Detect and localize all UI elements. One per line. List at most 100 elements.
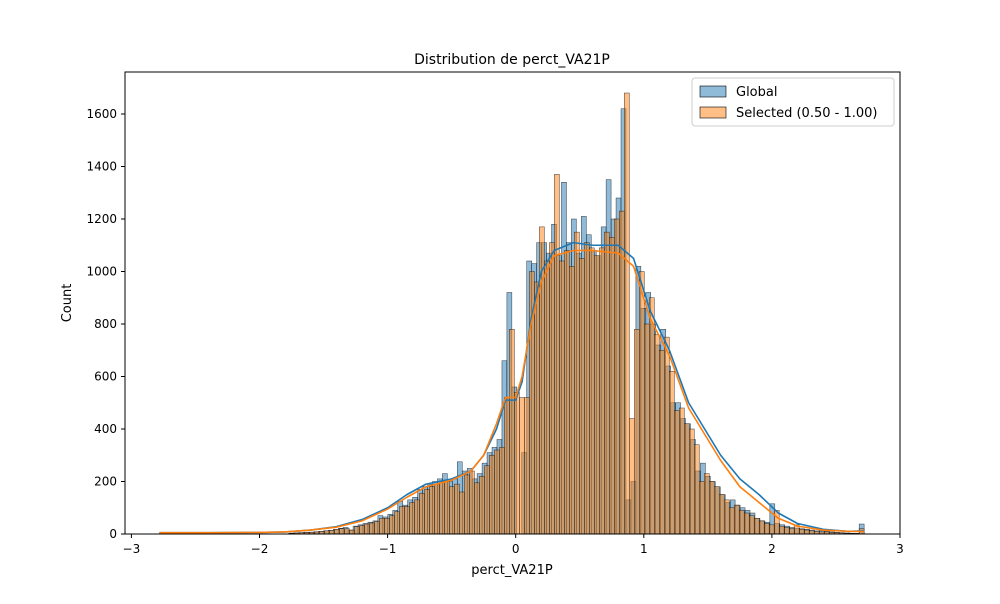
bar-selected [499, 447, 505, 535]
bar-selected [394, 511, 400, 535]
bar-selected [574, 231, 580, 535]
bar-selected [753, 518, 760, 535]
bar-selected [554, 174, 560, 535]
y-tick-label: 0 [109, 527, 117, 541]
legend-swatch-global [699, 85, 727, 98]
bar-selected [374, 521, 380, 535]
bar-selected [519, 397, 525, 535]
bar-selected [539, 226, 545, 535]
y-tick-label: 1400 [86, 160, 117, 174]
bar-selected [369, 522, 375, 535]
bar-selected [654, 334, 660, 535]
bar-selected [788, 528, 795, 535]
bar-selected [624, 92, 630, 535]
bar-selected [404, 506, 410, 535]
y-tick-label: 600 [94, 370, 117, 384]
bar-selected [399, 506, 405, 535]
bar-selected [514, 392, 520, 535]
bar-selected [464, 474, 470, 535]
x-tick-label: 2 [768, 542, 776, 556]
legend-swatch-selected [699, 106, 727, 119]
bar-selected [743, 512, 750, 535]
bar-selected [469, 470, 475, 535]
bar-selected [718, 494, 725, 535]
bar-selected [509, 329, 515, 535]
bar-selected [713, 486, 720, 535]
bar-selected [768, 524, 775, 535]
bar-selected [439, 481, 445, 535]
bar-selected [449, 486, 455, 535]
bar-selected [434, 483, 440, 535]
x-tick-label: 3 [896, 542, 904, 556]
bar-selected [494, 449, 500, 535]
bar-selected [689, 428, 695, 535]
bar-selected [703, 473, 710, 535]
bar-selected [629, 418, 635, 535]
bar-selected [579, 258, 585, 535]
bar-selected [728, 507, 735, 535]
bar-selected [459, 491, 465, 535]
bar-selected [664, 336, 670, 535]
bar-selected [379, 518, 385, 535]
y-tick-label: 200 [94, 475, 117, 489]
bar-selected [489, 455, 495, 535]
bar-selected [474, 482, 480, 535]
x-axis: −3 −2 −1 0 1 2 3 [123, 534, 904, 556]
bar-selected [364, 523, 370, 535]
bar-selected [329, 530, 335, 535]
bar-selected [359, 525, 365, 535]
legend-label-global: Global [736, 85, 777, 100]
legend-box [691, 77, 895, 127]
bar-selected [569, 266, 575, 535]
x-tick-label: −3 [123, 542, 141, 556]
y-axis: 0 200 400 600 800 1000 1200 1400 1600 [86, 107, 125, 541]
chart-title: Distribution de perct_VA21P [414, 52, 610, 68]
bar-selected [409, 502, 415, 535]
bar-selected [534, 281, 540, 535]
bar-selected [738, 510, 745, 535]
bar-selected [479, 476, 485, 535]
bar-selected [723, 499, 730, 535]
plot-frame [124, 71, 901, 535]
bar-selected [334, 529, 340, 535]
bar-selected [669, 371, 675, 535]
bar-selected [544, 260, 550, 535]
bar-selected [659, 350, 665, 535]
y-tick-label: 1200 [86, 212, 117, 226]
bar-selected [384, 518, 390, 535]
bar-selected [693, 444, 700, 535]
bar-selected [758, 520, 765, 535]
kde-lines [159, 241, 865, 534]
x-tick-label: 1 [640, 542, 648, 556]
bar-selected [444, 481, 450, 535]
bar-selected [419, 493, 425, 535]
bar-selected [639, 271, 645, 535]
y-tick-label: 400 [94, 422, 117, 436]
bar-selected [354, 526, 360, 535]
bar-selected [698, 481, 705, 535]
bar-selected [589, 247, 595, 535]
bar-selected [594, 255, 600, 535]
x-tick-label: −1 [379, 542, 397, 556]
bar-selected [584, 242, 590, 535]
legend-label-selected: Selected (0.50 - 1.00) [736, 106, 877, 121]
bar-selected [344, 528, 350, 535]
bar-selected [614, 218, 620, 535]
kde-line-selected [159, 249, 865, 534]
bar-selected [349, 529, 355, 535]
bar-selected [454, 483, 460, 535]
x-tick-label: −2 [251, 542, 269, 556]
bar-selected [679, 407, 685, 535]
bar-selected [634, 329, 640, 535]
bar-selected [783, 527, 790, 535]
bar-selected [733, 504, 740, 535]
y-tick-label: 1000 [86, 265, 117, 279]
plot-area [159, 92, 865, 535]
legend: Global Selected (0.50 - 1.00) [691, 77, 895, 127]
y-tick-label: 800 [94, 317, 117, 331]
bar-selected [564, 250, 570, 535]
bar-selected [389, 515, 395, 535]
bar-selected [708, 481, 715, 535]
y-tick-label: 1600 [86, 107, 117, 121]
bar-selected [339, 528, 345, 535]
